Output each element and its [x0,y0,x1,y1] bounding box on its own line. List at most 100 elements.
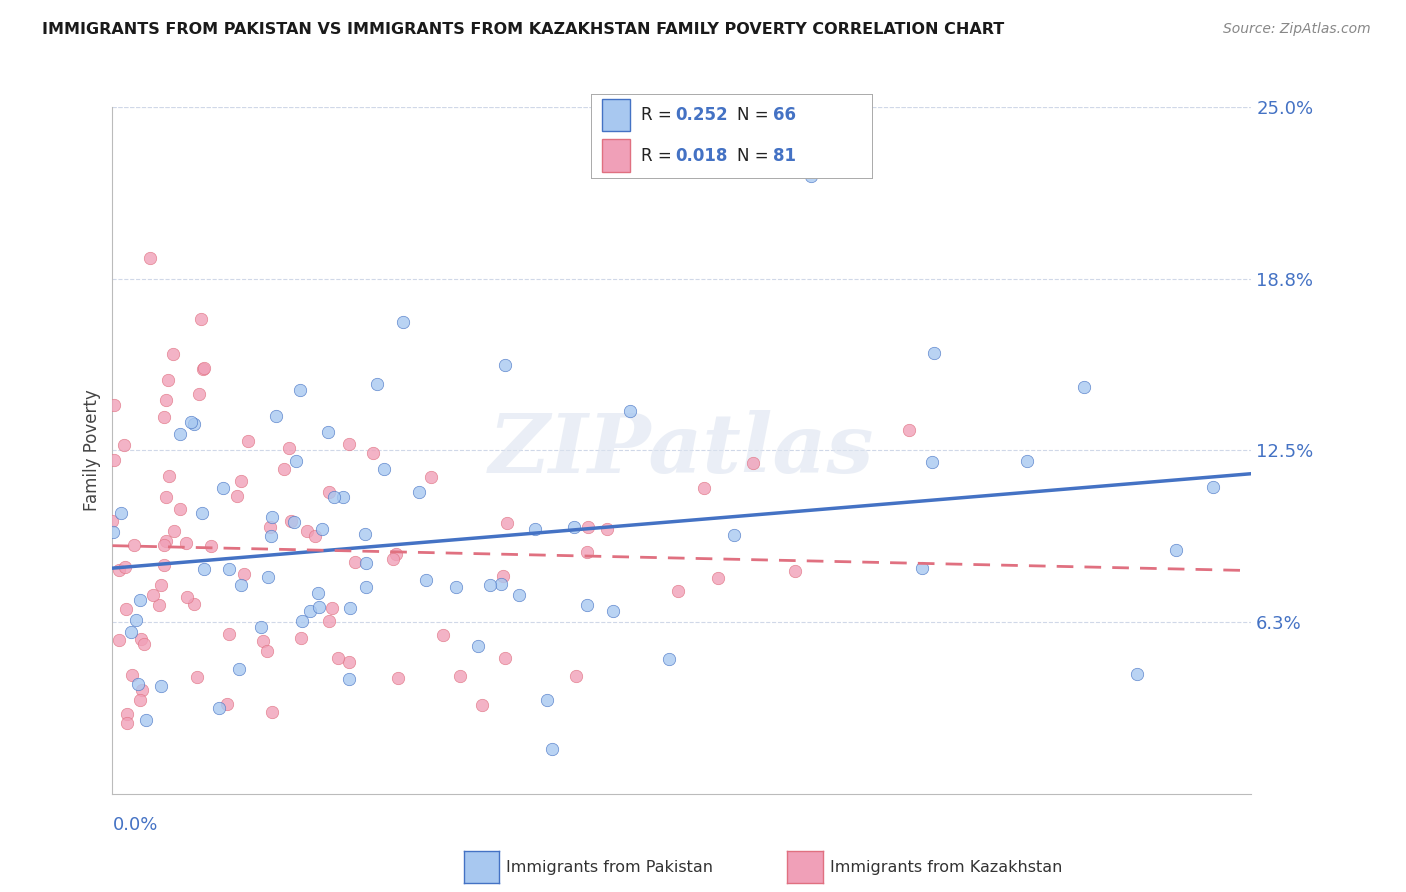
Point [337,672,360,686]
Point [432,628,454,642]
Point [339,601,361,615]
Point [575,544,598,558]
Point [129,632,152,646]
Point [180,415,202,429]
Point [921,455,943,469]
Point [101,525,124,540]
Point [250,620,273,634]
Point [150,577,173,591]
Text: Immigrants from Pakistan: Immigrants from Pakistan [506,860,713,874]
Point [723,528,745,542]
Point [536,693,558,707]
Point [112,437,135,451]
Point [290,631,312,645]
Point [408,485,430,500]
Point [308,600,330,615]
Text: R =: R = [641,146,678,164]
Point [494,359,516,373]
Point [157,469,180,483]
Point [494,651,516,665]
Point [444,580,467,594]
Point [193,562,215,576]
Point [218,627,240,641]
Point [392,314,415,328]
Point [1202,480,1225,494]
Point [127,677,149,691]
Point [142,588,165,602]
Point [257,570,280,584]
Point [311,522,333,536]
Point [103,453,125,467]
Point [540,742,562,756]
Point [148,599,170,613]
Point [316,425,339,439]
Point [602,605,624,619]
Point [174,536,197,550]
Point [288,383,311,397]
Point [152,410,174,425]
Point [471,698,494,712]
Point [318,484,340,499]
Point [575,599,598,613]
Point [366,376,388,391]
Text: 66: 66 [773,106,796,124]
Point [337,655,360,669]
Point [1126,666,1149,681]
Point [256,644,278,658]
Text: Source: ZipAtlas.com: Source: ZipAtlas.com [1223,22,1371,37]
Point [565,669,588,683]
Point [922,346,945,360]
Point [225,489,247,503]
Point [479,577,502,591]
Point [741,456,763,470]
Point [117,707,139,722]
Y-axis label: Family Poverty: Family Poverty [83,390,101,511]
Point [231,578,253,592]
Point [361,445,384,459]
Point [344,555,367,569]
Point [139,251,162,265]
Text: 0.0%: 0.0% [112,816,157,834]
Bar [602,139,630,171]
Point [114,560,136,574]
Point [489,576,512,591]
Point [658,652,681,666]
Point [131,683,153,698]
Point [155,533,177,548]
Point [193,361,215,376]
Point [176,590,198,604]
Point [318,615,340,629]
Point [135,713,157,727]
Point [508,588,530,602]
Point [415,573,437,587]
Point [562,520,585,534]
Point [200,539,222,553]
Point [666,583,689,598]
Point [321,601,343,615]
Point [183,417,205,431]
Point [153,538,176,552]
Point [298,604,321,618]
Point [155,490,177,504]
Point [211,482,233,496]
Point [208,701,231,715]
Point [387,671,409,685]
Point [163,524,186,539]
Point [252,634,274,648]
Point [291,614,314,628]
Point [495,516,517,530]
Point [110,507,132,521]
Point [155,392,177,407]
Point [337,437,360,451]
Point [191,507,214,521]
Point [169,501,191,516]
Point [897,423,920,437]
Point [354,527,377,541]
Point [284,454,307,468]
Point [132,637,155,651]
Text: N =: N = [737,146,773,164]
Point [382,552,405,566]
Text: N =: N = [737,106,773,124]
Point [229,475,252,489]
Point [187,386,209,401]
